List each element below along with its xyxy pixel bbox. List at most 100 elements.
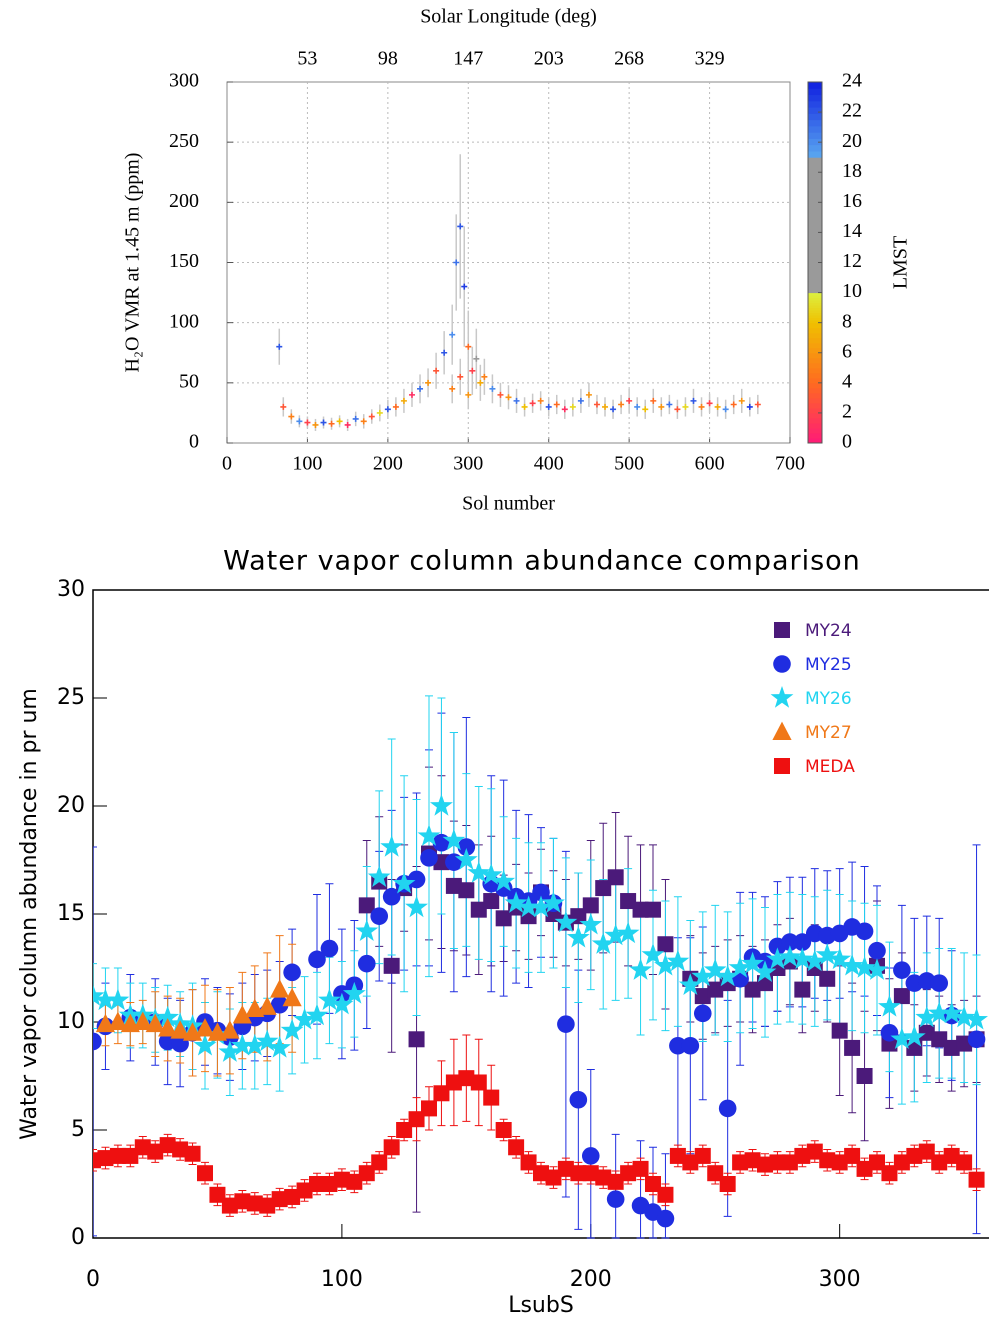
marker bbox=[632, 901, 649, 918]
marker bbox=[691, 964, 715, 987]
marker bbox=[620, 1165, 637, 1182]
marker bbox=[383, 1139, 400, 1156]
x-tick-label: 500 bbox=[614, 453, 644, 475]
marker bbox=[616, 921, 640, 944]
marker bbox=[421, 1100, 437, 1117]
marker bbox=[931, 1154, 948, 1171]
marker bbox=[657, 936, 674, 953]
marker bbox=[757, 1156, 773, 1173]
marker bbox=[607, 869, 624, 886]
marker bbox=[819, 1152, 836, 1169]
y-tick-label: 5 bbox=[71, 1117, 85, 1142]
x2-tick-label: 53 bbox=[297, 48, 317, 70]
marker bbox=[669, 1147, 686, 1164]
colorbar-cell bbox=[808, 107, 822, 114]
point bbox=[754, 401, 761, 408]
chart-title: Water vapor column abundance comparison bbox=[223, 546, 861, 577]
marker bbox=[147, 1143, 164, 1160]
marker bbox=[195, 1018, 215, 1037]
marker bbox=[815, 943, 839, 965]
marker bbox=[794, 981, 811, 998]
marker bbox=[753, 960, 777, 982]
colorbar-cell bbox=[808, 144, 822, 152]
marker bbox=[259, 1197, 276, 1214]
marker bbox=[828, 947, 852, 970]
point bbox=[465, 391, 472, 398]
colorbar-tick-label: 8 bbox=[842, 310, 852, 332]
marker bbox=[557, 1015, 575, 1033]
marker bbox=[433, 1085, 450, 1102]
y-tick-label: 0 bbox=[189, 431, 199, 453]
x-axis-title: LsubS bbox=[508, 1293, 574, 1318]
colorbar-tick-label: 10 bbox=[842, 280, 862, 302]
legend-label: MY27 bbox=[805, 723, 852, 743]
point bbox=[521, 403, 528, 410]
legend-label: MY24 bbox=[805, 621, 852, 641]
point bbox=[674, 406, 681, 413]
marker bbox=[806, 1143, 823, 1160]
marker bbox=[781, 933, 799, 951]
marker bbox=[420, 849, 438, 867]
point bbox=[722, 406, 729, 413]
marker bbox=[495, 910, 512, 927]
marker bbox=[968, 1171, 985, 1188]
marker bbox=[396, 1122, 413, 1138]
marker bbox=[956, 1154, 973, 1171]
marker bbox=[943, 1147, 960, 1164]
column-chart: Water vapor column abundance comparison L… bbox=[17, 546, 989, 1318]
colorbar-cell bbox=[808, 213, 822, 226]
marker bbox=[582, 897, 599, 914]
colorbar-cell bbox=[808, 417, 822, 424]
marker bbox=[819, 970, 836, 987]
colorbar-cell bbox=[808, 352, 822, 359]
marker bbox=[230, 1033, 254, 1056]
marker bbox=[831, 1022, 848, 1039]
point bbox=[529, 400, 536, 407]
point bbox=[561, 406, 568, 413]
marker bbox=[158, 1018, 178, 1037]
x-tick-label: 600 bbox=[695, 453, 725, 475]
colorbar-cell bbox=[808, 302, 822, 306]
x-tick-label: 700 bbox=[775, 453, 805, 475]
point bbox=[714, 403, 721, 410]
colorbar-tick-label: 6 bbox=[842, 340, 852, 362]
marker bbox=[321, 1176, 338, 1192]
marker bbox=[902, 1025, 926, 1047]
y-axis-title: Water vapor column abundance in pr um bbox=[17, 688, 42, 1140]
marker bbox=[657, 1186, 674, 1203]
marker bbox=[520, 1154, 537, 1171]
marker bbox=[794, 1147, 811, 1164]
marker bbox=[283, 963, 301, 982]
marker bbox=[542, 891, 565, 913]
marker bbox=[579, 912, 603, 935]
colorbar-cell bbox=[808, 317, 822, 321]
point bbox=[505, 394, 512, 401]
point bbox=[706, 400, 713, 407]
marker bbox=[218, 1040, 242, 1062]
colorbar-cell bbox=[808, 138, 822, 146]
marker bbox=[595, 880, 612, 897]
marker bbox=[255, 1029, 279, 1052]
y-tick-label: 15 bbox=[57, 901, 85, 926]
point bbox=[698, 403, 705, 410]
colorbar-cell bbox=[808, 392, 822, 399]
colorbar-cell bbox=[808, 113, 822, 121]
marker bbox=[678, 973, 702, 995]
point bbox=[746, 403, 753, 410]
marker bbox=[232, 1005, 252, 1024]
marker bbox=[282, 987, 302, 1007]
legend-label: MY26 bbox=[805, 689, 852, 709]
point bbox=[690, 397, 697, 404]
marker bbox=[967, 1030, 986, 1049]
marker bbox=[197, 1165, 213, 1182]
x-tick-label: 0 bbox=[86, 1267, 100, 1292]
legend-marker bbox=[772, 721, 792, 740]
marker bbox=[856, 1160, 873, 1177]
point bbox=[441, 349, 448, 356]
colorbar-tick-label: 16 bbox=[842, 190, 862, 212]
marker bbox=[703, 958, 727, 980]
y-tick-label: 300 bbox=[169, 70, 199, 92]
marker bbox=[333, 1171, 350, 1188]
marker bbox=[890, 1027, 914, 1049]
colorbar-cell bbox=[808, 362, 822, 369]
